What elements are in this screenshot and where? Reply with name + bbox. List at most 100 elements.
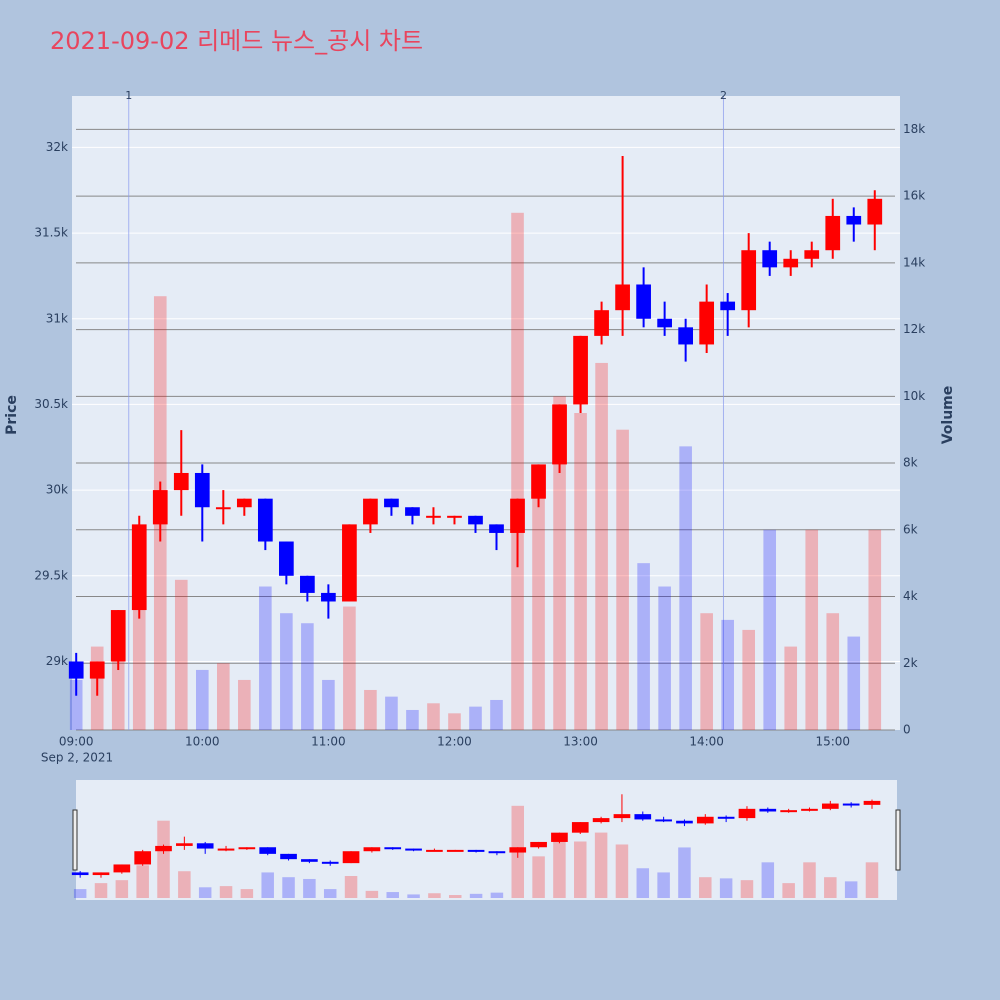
annotation-label: 1 bbox=[125, 89, 132, 102]
annotation-label: 2 bbox=[720, 89, 727, 102]
volume-bar bbox=[343, 606, 356, 730]
volume-bar bbox=[490, 699, 503, 730]
candle-body bbox=[300, 575, 315, 593]
candle-body bbox=[110, 610, 126, 662]
candle-body bbox=[194, 472, 210, 508]
slider-candle-body bbox=[176, 843, 193, 846]
x-tick-label: 11:00 bbox=[311, 735, 346, 749]
volume-bar bbox=[784, 646, 798, 730]
volume-bar bbox=[637, 563, 650, 730]
slider-volume-bar bbox=[490, 892, 504, 898]
slider-candle-body bbox=[384, 847, 402, 850]
volume-bar bbox=[469, 706, 482, 730]
slider-candle-body bbox=[155, 845, 172, 852]
slider-candle-body bbox=[530, 841, 547, 848]
volume-bar bbox=[301, 623, 314, 730]
volume-bar bbox=[574, 413, 587, 730]
slider-handle[interactable] bbox=[895, 809, 901, 871]
candle-body bbox=[720, 301, 736, 311]
slider-volume-bar bbox=[678, 847, 691, 898]
slider-candle-body bbox=[696, 816, 714, 824]
slider-volume-bar bbox=[73, 889, 87, 898]
y2-tick-label: 0 bbox=[903, 723, 911, 737]
volume-bar bbox=[511, 212, 524, 730]
slider-volume-bar bbox=[261, 872, 274, 898]
slider-candle-body bbox=[217, 848, 235, 851]
candle-body bbox=[384, 498, 399, 508]
candle-body bbox=[510, 498, 525, 533]
candle-body bbox=[257, 498, 273, 542]
slider-candle-body bbox=[759, 808, 777, 812]
x-date-label: Sep 2, 2021 bbox=[41, 751, 113, 765]
candle-body bbox=[68, 661, 84, 679]
slider-candle-body bbox=[238, 847, 256, 850]
volume-bar bbox=[595, 362, 608, 730]
volume-bar bbox=[322, 679, 335, 730]
volume-bar bbox=[195, 669, 209, 730]
slider-volume-bar bbox=[699, 877, 712, 898]
slider-volume-bar bbox=[198, 887, 212, 898]
slider-candle-body bbox=[196, 843, 214, 849]
candle-body bbox=[804, 250, 820, 259]
candle-body bbox=[236, 498, 252, 508]
slider-volume-bar bbox=[407, 894, 420, 898]
candle-body bbox=[321, 592, 336, 602]
candle-body bbox=[762, 250, 778, 268]
y2-tick-label: 6k bbox=[903, 522, 918, 536]
volume-bar bbox=[238, 679, 251, 730]
volume-bar bbox=[427, 703, 440, 730]
slider-volume-bar bbox=[157, 820, 170, 898]
y2-tick-label: 2k bbox=[903, 656, 918, 670]
candle-body bbox=[552, 404, 567, 465]
volume-bar bbox=[742, 629, 755, 730]
volume-bar bbox=[448, 713, 461, 730]
candle-body bbox=[783, 258, 799, 268]
candle-body bbox=[636, 284, 651, 319]
slider-volume-bar bbox=[94, 883, 108, 898]
candle-body bbox=[846, 215, 862, 225]
slider-candle-body bbox=[446, 849, 464, 852]
slider-volume-bar bbox=[844, 881, 858, 898]
candle-body bbox=[89, 661, 105, 679]
y-tick-label: 32k bbox=[46, 140, 68, 154]
slider-candle-body bbox=[655, 819, 672, 822]
x-tick-label: 12:00 bbox=[437, 735, 472, 749]
candle-body bbox=[699, 301, 715, 345]
candle-body bbox=[405, 507, 420, 516]
volume-bar bbox=[553, 396, 566, 730]
slider-volume-bar bbox=[803, 862, 816, 898]
y-axis-title: Price bbox=[4, 395, 20, 435]
range-slider[interactable] bbox=[76, 780, 897, 900]
slider-candle-body bbox=[301, 859, 318, 862]
slider-candle-body bbox=[488, 851, 506, 854]
volume-bar bbox=[364, 689, 377, 730]
candle-body bbox=[215, 507, 231, 510]
x-tick-label: 09:00 bbox=[59, 735, 94, 749]
candle-body bbox=[657, 318, 672, 328]
volume-bar bbox=[847, 636, 861, 730]
slider-volume-bar bbox=[240, 889, 254, 898]
candle-body bbox=[131, 524, 147, 611]
slider-handle[interactable] bbox=[72, 809, 78, 871]
volume-bar bbox=[826, 613, 840, 730]
slider-candle-body bbox=[363, 847, 381, 852]
y2-tick-label: 14k bbox=[903, 255, 925, 269]
candle-body bbox=[573, 335, 588, 405]
volume-bar bbox=[385, 696, 398, 730]
slider-candle-body bbox=[280, 853, 297, 860]
y2-tick-label: 8k bbox=[903, 456, 918, 470]
slider-volume-bar bbox=[657, 872, 670, 898]
candle-body bbox=[867, 198, 883, 225]
volume-bar bbox=[658, 586, 671, 730]
slider-volume-bar bbox=[574, 841, 587, 898]
slider-candle-body bbox=[634, 814, 652, 820]
slider-volume-bar bbox=[824, 877, 837, 898]
candle-body bbox=[426, 515, 441, 518]
y2-axis-title: Volume bbox=[940, 386, 956, 445]
candle-body bbox=[594, 310, 609, 336]
candle-body bbox=[342, 524, 357, 602]
candle-body bbox=[447, 515, 462, 518]
volume-bar bbox=[763, 529, 777, 730]
plot-area bbox=[72, 96, 900, 730]
